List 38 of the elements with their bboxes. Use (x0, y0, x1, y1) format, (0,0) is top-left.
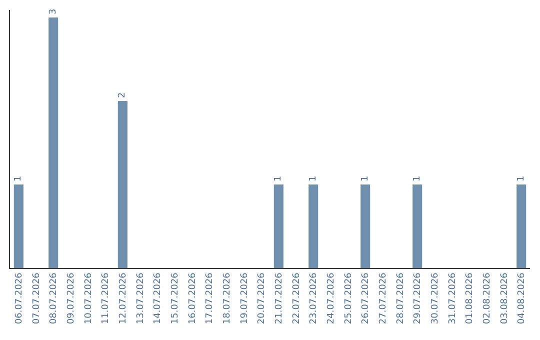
x-tick-label: 06.07.2026 (14, 272, 25, 324)
data-label: 3 (48, 8, 58, 15)
x-tick-label: 09.07.2026 (66, 272, 77, 324)
x-tick-label: 22.07.2026 (292, 272, 302, 324)
x-tick-label: 01.08.2026 (465, 272, 476, 324)
x-tick-label: 16.07.2026 (188, 272, 198, 324)
x-tick-label: 29.07.2026 (413, 272, 424, 324)
x-tick-label: 30.07.2026 (430, 272, 441, 324)
x-tick-label: 26.07.2026 (361, 272, 372, 324)
data-label: 1 (274, 176, 284, 182)
x-tick-label: 18.07.2026 (222, 272, 233, 324)
x-tick-label: 04.08.2026 (517, 272, 528, 324)
x-tick-label: 19.07.2026 (240, 272, 250, 324)
x-tick-label: 02.08.2026 (482, 272, 493, 324)
x-tick-label: 07.07.2026 (32, 272, 42, 324)
x-tick-label: 14.07.2026 (153, 272, 164, 324)
data-label: 2 (118, 92, 128, 98)
x-tick-label: 15.07.2026 (170, 272, 181, 324)
data-label: 1 (360, 176, 370, 182)
data-label: 1 (14, 176, 24, 182)
x-tick-label: 03.08.2026 (500, 272, 510, 324)
x-tick-label: 28.07.2026 (396, 272, 406, 324)
x-tick-label: 24.07.2026 (326, 272, 337, 324)
x-tick-label: 10.07.2026 (84, 272, 94, 324)
x-tick-label: 31.07.2026 (448, 272, 458, 324)
x-tick-label: 21.07.2026 (274, 272, 285, 324)
x-tick-label: 17.07.2026 (205, 272, 216, 324)
x-tick-label: 13.07.2026 (136, 272, 146, 324)
x-tick-label: 23.07.2026 (309, 272, 320, 324)
x-tick-label: 08.07.2026 (49, 272, 60, 324)
x-tick-label: 12.07.2026 (118, 272, 129, 324)
data-label: 1 (412, 176, 422, 182)
x-tick-label: 27.07.2026 (378, 272, 389, 324)
x-tick-label: 11.07.2026 (101, 272, 112, 324)
data-label: 1 (308, 176, 318, 182)
x-tick-label: 20.07.2026 (257, 272, 268, 324)
data-label: 1 (516, 176, 526, 182)
x-tick-label: 25.07.2026 (344, 272, 354, 324)
